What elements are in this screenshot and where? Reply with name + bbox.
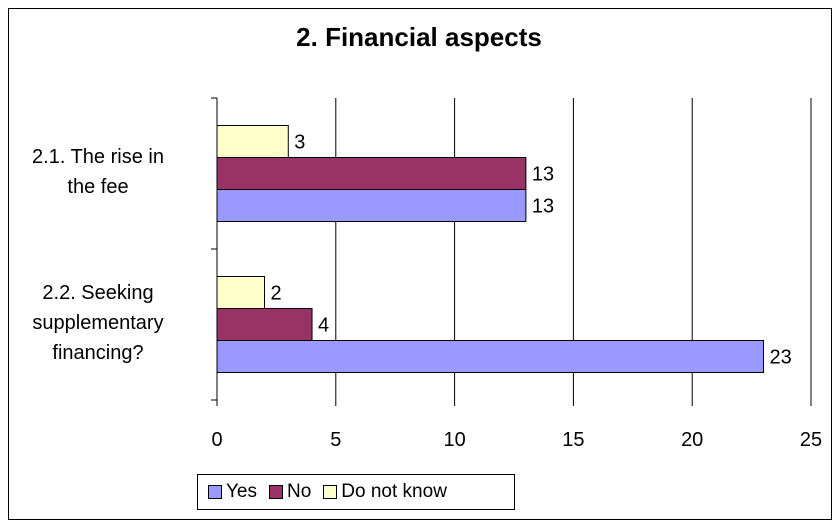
data-label-no: 13 [532,164,554,186]
bar-do-not-know [216,125,289,158]
x-tick-label: 10 [443,429,465,451]
category-label-rise-in-fee: 2.1. The rise in the fee [8,142,188,202]
legend-item-yes: Yes [208,481,257,503]
x-tick-label: 20 [681,429,703,451]
legend-label-do-not-know: Do not know [341,481,447,502]
category-label-line: the fee [67,176,129,198]
legend-swatch-yes [208,485,222,499]
data-label-do-not-know: 3 [294,132,305,154]
category-label-supplementary-financing: 2.2. Seeking supplementary financing? [8,278,188,368]
legend-item-do-not-know: Do not know [323,481,447,503]
bar-no [216,308,313,341]
data-label-do-not-know: 2 [271,283,282,305]
category-label-line: financing? [52,342,144,364]
legend: Yes No Do not know [197,474,515,510]
data-label-yes: 23 [769,347,791,369]
bar-no [216,157,527,190]
x-tick-label: 15 [562,429,584,451]
category-label-line: 2.2. Seeking [42,282,154,304]
x-tick-label: 25 [800,429,822,451]
data-label-yes: 13 [532,196,554,218]
data-label-no: 4 [318,315,329,337]
legend-swatch-do-not-know [323,485,338,499]
legend-label-no: No [287,481,312,502]
category-label-line: supplementary [32,312,164,334]
legend-item-no: No [269,481,311,503]
category-label-line: 2.1. The rise in [32,146,164,168]
bar-yes [216,189,527,222]
chart-frame [8,8,832,520]
x-tick-label: 0 [211,429,222,451]
x-tick-label: 5 [330,429,341,451]
bar-do-not-know [216,276,266,309]
bar-yes [216,340,764,373]
chart-title: 2. Financial aspects [296,22,542,52]
legend-swatch-no [269,485,283,499]
legend-label-yes: Yes [226,481,257,502]
